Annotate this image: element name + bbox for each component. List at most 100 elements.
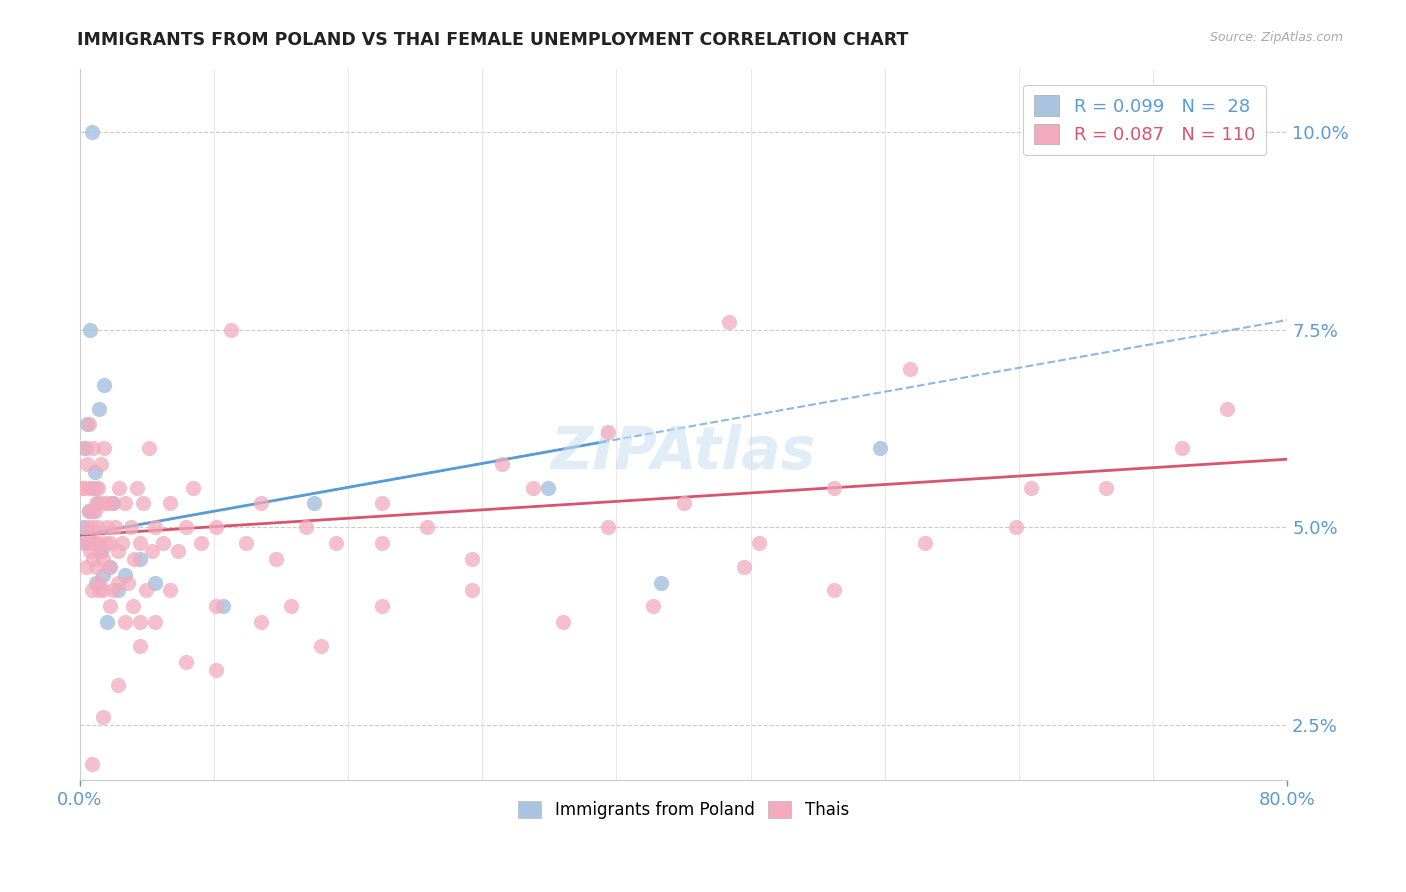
Point — [89, 583, 111, 598]
Point — [138, 441, 160, 455]
Point — [91, 552, 114, 566]
Point — [159, 496, 181, 510]
Point — [91, 710, 114, 724]
Point — [101, 496, 124, 510]
Point — [717, 315, 740, 329]
Point — [461, 583, 484, 598]
Point — [91, 583, 114, 598]
Point — [114, 567, 136, 582]
Point — [143, 615, 166, 629]
Point — [204, 599, 226, 614]
Text: ZIPAtlas: ZIPAtlas — [551, 425, 817, 482]
Point — [143, 575, 166, 590]
Point — [84, 536, 107, 550]
Point — [898, 362, 921, 376]
Point — [101, 583, 124, 598]
Point — [914, 536, 936, 550]
Point — [75, 441, 97, 455]
Point — [80, 125, 103, 139]
Point — [135, 583, 157, 598]
Point — [77, 504, 100, 518]
Point — [159, 583, 181, 598]
Point — [87, 520, 110, 534]
Point — [235, 536, 257, 550]
Point — [90, 544, 112, 558]
Point — [77, 504, 100, 518]
Point — [98, 536, 121, 550]
Point — [748, 536, 770, 550]
Point — [596, 520, 619, 534]
Point — [461, 552, 484, 566]
Point — [132, 496, 155, 510]
Point — [174, 520, 197, 534]
Point — [73, 441, 96, 455]
Point — [72, 520, 94, 534]
Point — [120, 520, 142, 534]
Point — [98, 559, 121, 574]
Point — [108, 481, 131, 495]
Point — [551, 615, 574, 629]
Point — [190, 536, 212, 550]
Point — [127, 481, 149, 495]
Point — [91, 496, 114, 510]
Point — [311, 639, 333, 653]
Point — [522, 481, 544, 495]
Point — [86, 496, 108, 510]
Point — [72, 481, 94, 495]
Point — [302, 496, 325, 510]
Point — [212, 599, 235, 614]
Point — [76, 417, 98, 432]
Point — [869, 441, 891, 455]
Point — [80, 481, 103, 495]
Point — [84, 504, 107, 518]
Point — [96, 520, 118, 534]
Point — [107, 583, 129, 598]
Point — [82, 441, 104, 455]
Point — [90, 457, 112, 471]
Point — [733, 559, 755, 574]
Point — [77, 417, 100, 432]
Point — [823, 583, 845, 598]
Legend: Immigrants from Poland, Thais: Immigrants from Poland, Thais — [512, 794, 856, 825]
Point — [121, 599, 143, 614]
Point — [129, 536, 152, 550]
Point — [370, 536, 392, 550]
Point — [325, 536, 347, 550]
Point — [643, 599, 665, 614]
Point — [107, 678, 129, 692]
Point — [204, 520, 226, 534]
Point — [96, 615, 118, 629]
Point — [1004, 520, 1026, 534]
Point — [96, 496, 118, 510]
Point — [76, 457, 98, 471]
Point — [82, 504, 104, 518]
Point — [250, 496, 273, 510]
Text: IMMIGRANTS FROM POLAND VS THAI FEMALE UNEMPLOYMENT CORRELATION CHART: IMMIGRANTS FROM POLAND VS THAI FEMALE UN… — [77, 31, 908, 49]
Point — [100, 496, 122, 510]
Point — [537, 481, 560, 495]
Point — [181, 481, 204, 495]
Point — [103, 520, 125, 534]
Point — [650, 575, 672, 590]
Point — [167, 544, 190, 558]
Point — [107, 575, 129, 590]
Point — [117, 575, 139, 590]
Point — [79, 536, 101, 550]
Point — [87, 481, 110, 495]
Point — [1170, 441, 1192, 455]
Point — [129, 615, 152, 629]
Point — [89, 401, 111, 416]
Point — [174, 655, 197, 669]
Point — [295, 520, 318, 534]
Point — [73, 481, 96, 495]
Point — [370, 599, 392, 614]
Point — [264, 552, 287, 566]
Point — [1019, 481, 1042, 495]
Point — [80, 757, 103, 772]
Point — [75, 559, 97, 574]
Point — [93, 377, 115, 392]
Point — [129, 639, 152, 653]
Point — [114, 496, 136, 510]
Point — [114, 615, 136, 629]
Point — [672, 496, 695, 510]
